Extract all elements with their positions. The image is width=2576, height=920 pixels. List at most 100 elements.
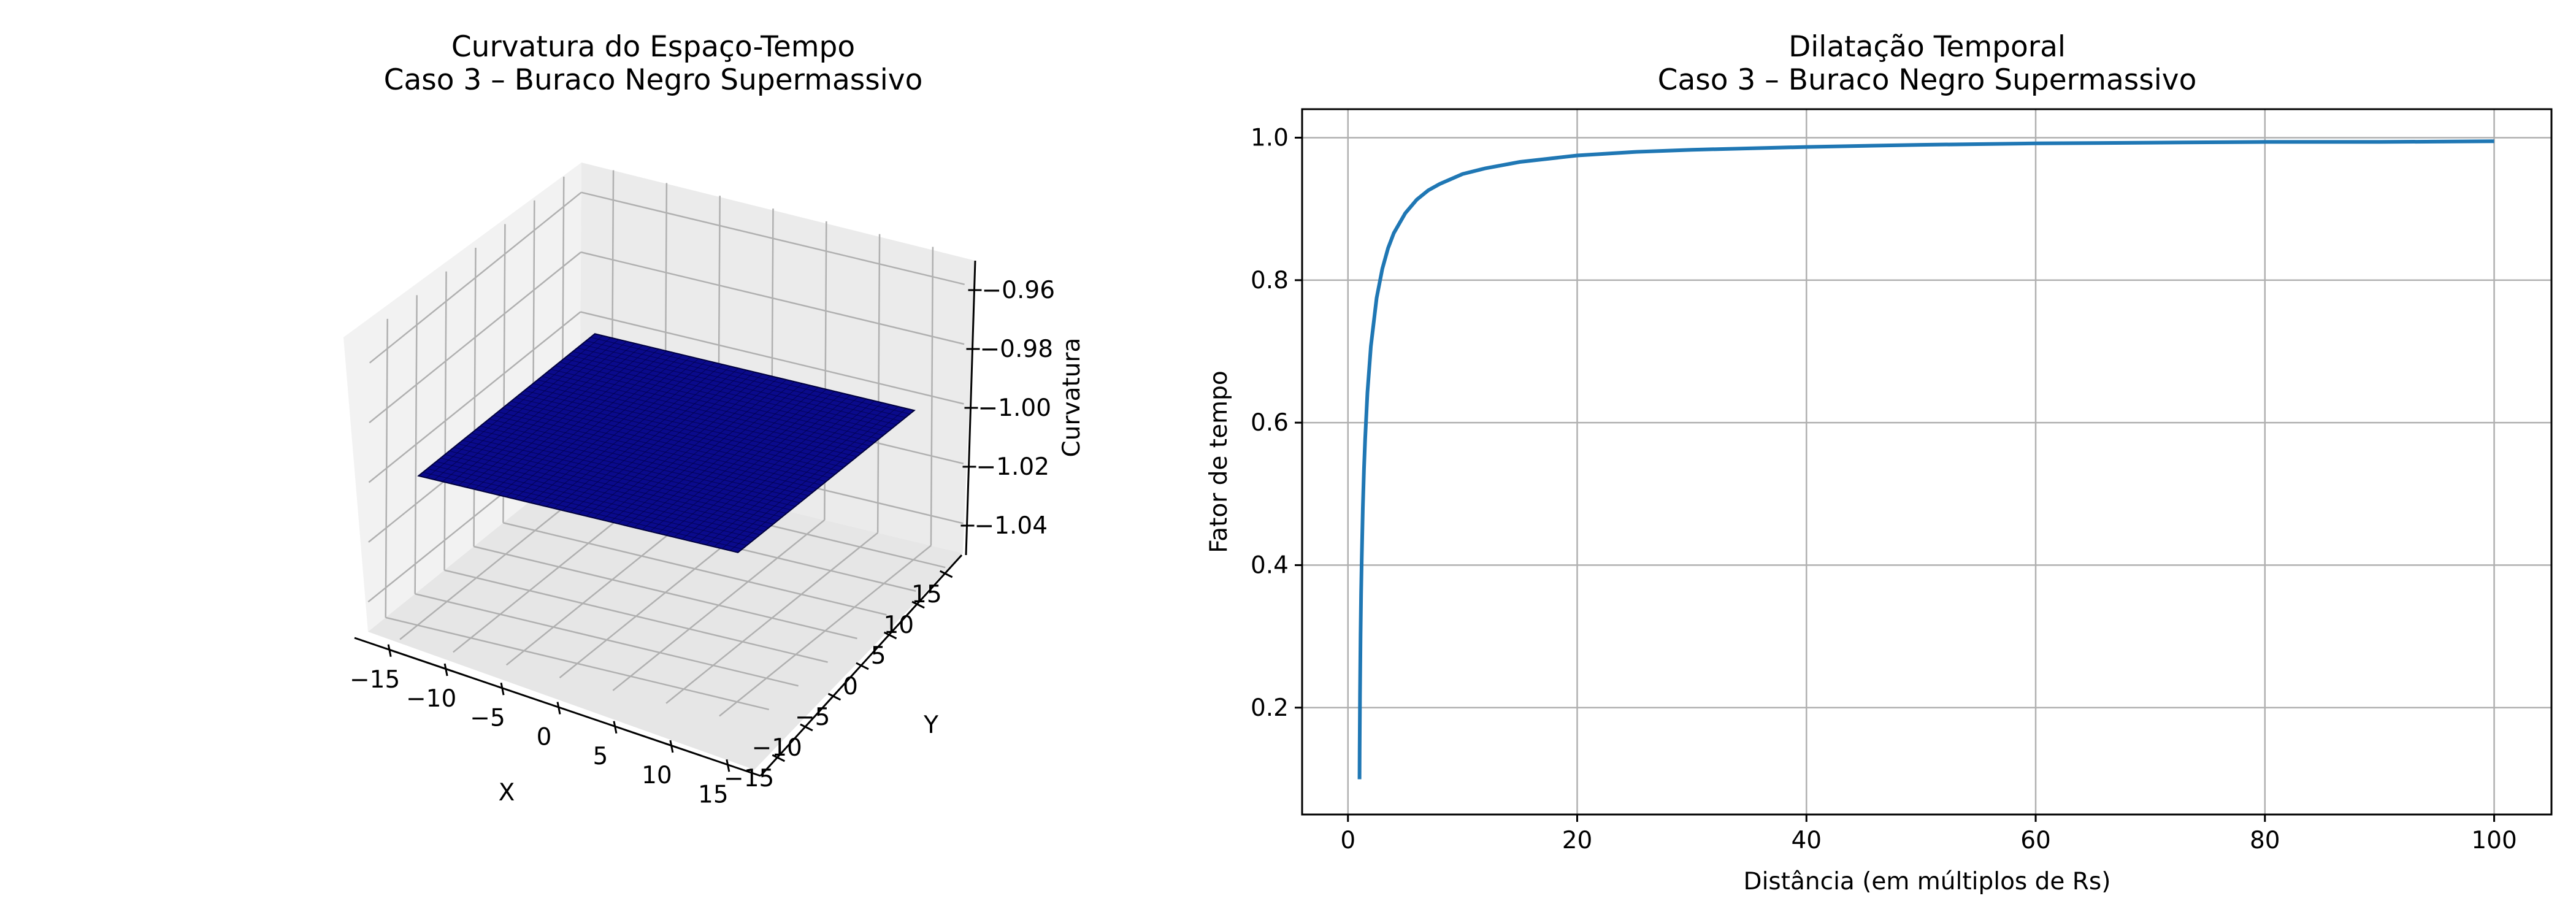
surface-mesh-line [435,461,756,539]
y-tick-label: −5 [795,703,830,731]
back-wall-gridline-z [581,191,965,285]
surface-mesh-line [445,454,765,532]
line-title: Dilatação Temporal [1788,30,2066,64]
surface-mesh-line [681,396,859,540]
y-tick-label: 5 [871,642,886,670]
surface-mesh-line [427,468,747,546]
surface-mesh-line [502,408,822,486]
surface-plot: Curvatura do Espaço-Tempo Caso 3 – Burac… [343,30,1086,808]
y-ticks: −15 −10 −5 05 10 15 [724,570,953,792]
surface-mesh-line [471,432,791,510]
surface-mesh-line [489,418,809,496]
x-tick-label: 60 [2020,827,2051,854]
plot-frame [1301,108,2553,816]
surface-mesh-line [493,415,813,493]
x-tick-label: 20 [1562,827,1593,854]
y-axis-label: Y [923,711,938,739]
y-tick-label: 0 [843,673,858,700]
y-tick-label: 15 [911,581,942,608]
surface-mesh-line [626,383,803,526]
y-tick-label: 10 [883,611,914,639]
x-tick-label: −15 [350,666,400,694]
x-tick-label: 0 [537,724,552,751]
z-ticks: −0.96 −0.98 −1.00 −1.02 −1.04 [960,277,1055,540]
left-wall-gridline-z [369,191,582,364]
surface-mesh-line [431,464,751,543]
surface-mesh-line [586,374,763,516]
line-y-ticks: 0.2 0.4 0.6 0.8 1.0 [1251,124,1302,722]
y-tick-mark [856,662,869,670]
surface-mesh-line [673,394,851,538]
y-tick-mark [911,600,925,609]
x-tick-mark [500,682,505,696]
surface-mesh-line [480,426,800,504]
y-tick-label: 0.4 [1251,551,1289,579]
surface-mesh-lines [423,335,910,551]
x-tick-mark [669,740,674,753]
y-tick-label: −10 [752,734,802,762]
x-tick-label: 80 [2250,827,2280,854]
x-tick-mark [556,702,561,715]
x-tick-label: 40 [1791,827,1822,854]
x-tick-mark [613,721,618,734]
x-tick-label: 5 [593,743,608,770]
y-tick-mark [772,754,786,762]
surface-mesh-line [721,406,899,550]
surface-mesh-line [602,377,779,521]
y-tick-label: 1.0 [1251,124,1289,151]
back-wall-gridline-z [580,311,964,405]
surface-mesh-line [462,440,783,518]
x-axis-label: X [499,779,515,807]
surface-mesh-line [497,411,818,489]
line-subtitle: Caso 3 – Buraco Negro Supermassivo [1658,63,2197,97]
x-tick-label: −5 [470,704,505,732]
x-tick-label: 0 [1340,827,1355,854]
surface-mesh-line [729,408,907,551]
surface-mesh-line [485,422,805,500]
x-tick-label: 15 [698,781,729,808]
left-wall-gridline-z [368,311,581,483]
back-wall-gridline-z [580,251,965,345]
line-y-axis-label: Fator de tempo [1205,370,1233,553]
surface-mesh-line [705,402,883,545]
floor-pane [368,461,963,770]
surface-subtitle: Caso 3 – Buraco Negro Supermassivo [384,63,923,97]
surface-mesh-line [650,389,827,532]
surface-mesh-line [458,443,778,521]
x-axis-line [354,637,761,777]
surface-mesh-line [449,450,769,528]
x-tick-label: 10 [642,762,672,789]
y-tick-mark [939,570,953,578]
surface-mesh-line [440,458,761,535]
z-tick-label: −1.04 [975,512,1048,540]
floor-gridline-y [612,519,826,691]
line-x-ticks: 0 20 40 60 80 100 [1340,815,2517,854]
surface-mesh-line [665,393,843,536]
surface-mesh-line [657,391,835,534]
y-tick-mark [827,692,841,701]
surface-mesh-line [467,436,787,514]
z-axis-label: Curvatura [1058,338,1086,458]
x-tick-mark [387,644,392,657]
line-gridlines [1302,109,2551,815]
surface-mesh-line [697,401,875,543]
surface-mesh-line [642,387,819,530]
z-tick-label: −1.02 [976,453,1050,481]
line-plot: Dilatação Temporal Caso 3 – Buraco Negro… [1205,30,2553,895]
x-tick-label: −10 [406,685,456,713]
time-factor-series [1357,139,2494,780]
x-tick-mark [443,663,448,677]
x-ticks: −15−10 −5 0 5 10 15 [350,644,730,808]
y-tick-label: 0.8 [1251,267,1289,294]
y-tick-label: 0.6 [1251,409,1289,437]
floor-gridline-y [665,532,878,704]
line-x-axis-label: Distância (em múltiplos de Rs) [1744,868,2111,895]
y-tick-mark [883,631,897,640]
surface-mesh-line [634,385,811,528]
surface-mesh-line [594,375,771,519]
surface-title: Curvatura do Espaço-Tempo [451,30,855,64]
surface-mesh-line [453,447,773,525]
left-wall-gridline-z [369,251,581,424]
surface-mesh-line [689,398,867,542]
